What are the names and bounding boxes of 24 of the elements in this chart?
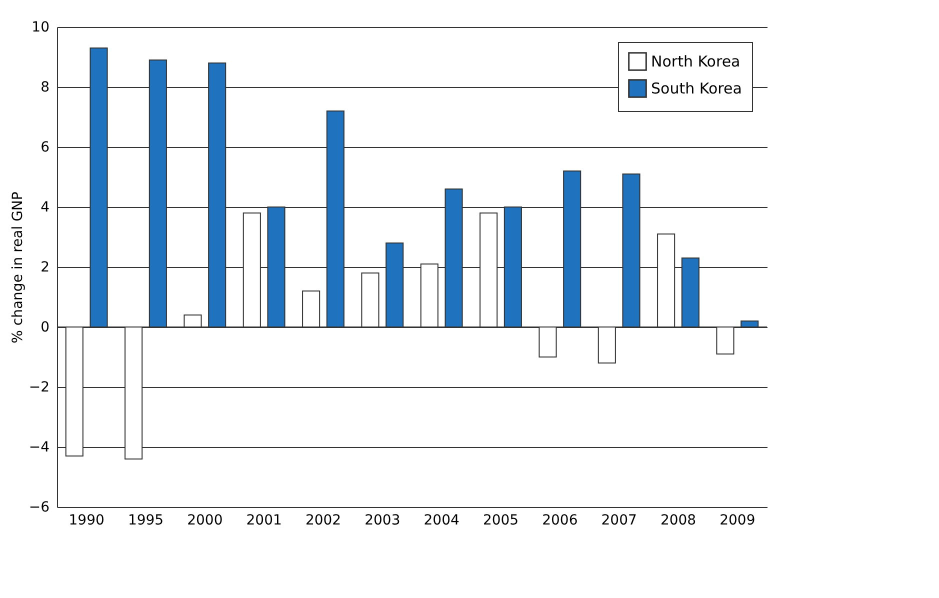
x-tick-label: 2009: [720, 512, 756, 528]
legend-label: North Korea: [651, 52, 740, 70]
y-tick-label: 10: [32, 20, 50, 36]
x-tick-label: 2005: [482, 512, 519, 528]
x-tick-label: 2006: [542, 512, 578, 528]
x-tick-label: 2002: [305, 512, 342, 528]
y-tick-label: −2: [28, 380, 50, 396]
legend-label: South Korea: [651, 80, 742, 98]
y-tick-label: 6: [40, 140, 50, 156]
x-tick-label: 2008: [660, 512, 696, 528]
x-tick-label: 2003: [364, 512, 400, 528]
y-tick-label: 0: [40, 320, 50, 336]
x-tick-label: 1995: [128, 512, 164, 528]
y-tick-label: −4: [28, 440, 50, 456]
y-tick-label: 2: [40, 260, 50, 276]
x-tick-label: 1990: [68, 512, 104, 528]
y-tick-label: 4: [40, 200, 50, 216]
x-tick-label: 2001: [246, 512, 282, 528]
y-tick-label: −6: [28, 500, 50, 516]
x-tick-label: 2007: [601, 512, 637, 528]
x-tick-label: 2000: [187, 512, 223, 528]
y-tick-label: 8: [40, 80, 50, 96]
y-axis-title: % change in real GNP: [10, 192, 26, 344]
x-tick-label: 2004: [424, 512, 460, 528]
